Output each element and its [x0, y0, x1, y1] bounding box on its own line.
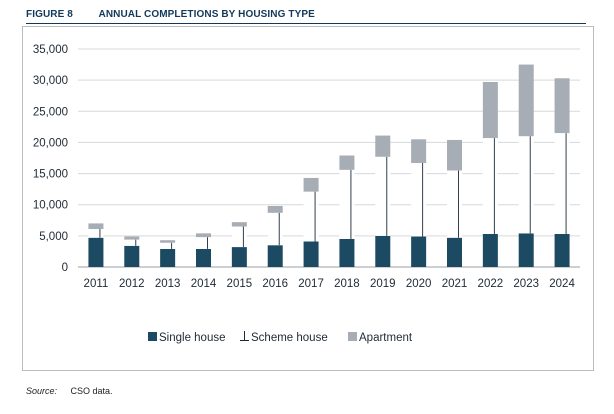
bar-scheme-house: [196, 237, 211, 249]
bar-scheme-house: [124, 239, 140, 246]
bar-scheme-house: [554, 133, 570, 234]
bar-apartment: [482, 82, 498, 139]
x-tick-label: 2013: [155, 278, 181, 290]
legend-single-house-swatch: [148, 332, 157, 341]
bar-apartment: [303, 177, 319, 192]
bar-apartment: [231, 222, 247, 227]
y-tick-label: 20,000: [33, 137, 68, 149]
bar-apartment: [196, 233, 211, 238]
y-tick-label: 0: [62, 262, 68, 274]
figure-header: FIGURE 8 ANNUAL COMPLETIONS BY HOUSING T…: [26, 9, 586, 24]
bar-apartment: [518, 64, 534, 137]
bar-single-house: [339, 238, 355, 267]
source-note: Source: CSO data.: [26, 386, 113, 396]
bar-apartment: [267, 205, 283, 213]
y-tick-label: 30,000: [33, 75, 68, 87]
bar-apartment: [124, 236, 140, 240]
bar-scheme-house: [447, 170, 462, 238]
bar-scheme-house: [518, 136, 534, 234]
legend-scheme-house-label: Scheme house: [251, 332, 328, 344]
bar-single-house: [518, 233, 534, 267]
bar-scheme-house: [303, 191, 319, 242]
y-tick-label: 25,000: [33, 106, 68, 118]
legend-apartment-label: Apartment: [359, 332, 413, 344]
bar-single-house: [411, 236, 427, 267]
x-tick-label: 2012: [119, 278, 145, 290]
bar-scheme-house: [482, 138, 498, 234]
source-text: CSO data.: [70, 386, 113, 396]
bar-single-house: [447, 237, 462, 267]
figure-number: FIGURE 8: [26, 9, 73, 20]
bar-single-house: [88, 237, 104, 267]
bar-apartment: [554, 78, 570, 134]
x-tick-label: 2020: [406, 278, 432, 290]
bar-single-house: [124, 245, 140, 267]
bar-apartment: [88, 223, 104, 230]
x-tick-label: 2014: [191, 278, 217, 290]
x-tick-label: 2016: [262, 278, 288, 290]
bar-single-house: [196, 248, 211, 267]
bar-single-house: [267, 245, 283, 267]
bar-single-house: [375, 235, 391, 267]
x-tick-label: 2019: [370, 278, 396, 290]
bar-apartment: [375, 135, 391, 157]
bar-single-house: [231, 247, 247, 267]
bar-scheme-house: [339, 169, 355, 239]
legend-single-house-label: Single house: [159, 332, 226, 344]
bar-scheme-house: [267, 212, 283, 246]
bar-apartment: [339, 155, 355, 170]
source-label: Source:: [26, 386, 58, 396]
bar-scheme-house: [411, 162, 427, 237]
y-tick-label: 35,000: [33, 44, 68, 56]
bar-apartment: [160, 240, 176, 243]
bar-apartment: [411, 139, 427, 163]
x-tick-label: 2017: [298, 278, 324, 290]
bar-scheme-house: [375, 156, 391, 236]
x-tick-label: 2024: [549, 278, 575, 290]
figure-title: ANNUAL COMPLETIONS BY HOUSING TYPE: [98, 9, 315, 20]
x-tick-label: 2018: [334, 278, 360, 290]
legend-apartment-swatch: [348, 332, 357, 341]
bar-scheme-house: [160, 242, 176, 249]
bar-scheme-house: [88, 229, 104, 238]
x-tick-label: 2015: [227, 278, 253, 290]
y-tick-label: 5,000: [39, 231, 68, 243]
x-tick-label: 2022: [478, 278, 504, 290]
bar-apartment: [447, 139, 462, 171]
bar-single-house: [554, 233, 570, 267]
x-tick-label: 2023: [513, 278, 539, 290]
y-tick-label: 15,000: [33, 169, 68, 181]
bar-scheme-house: [231, 226, 247, 248]
y-tick-label: 10,000: [33, 200, 68, 212]
x-tick-label: 2011: [84, 278, 109, 290]
x-tick-label: 2021: [442, 278, 468, 290]
bar-single-house: [482, 233, 498, 267]
bar-single-house: [160, 248, 176, 267]
bar-single-house: [303, 241, 319, 267]
